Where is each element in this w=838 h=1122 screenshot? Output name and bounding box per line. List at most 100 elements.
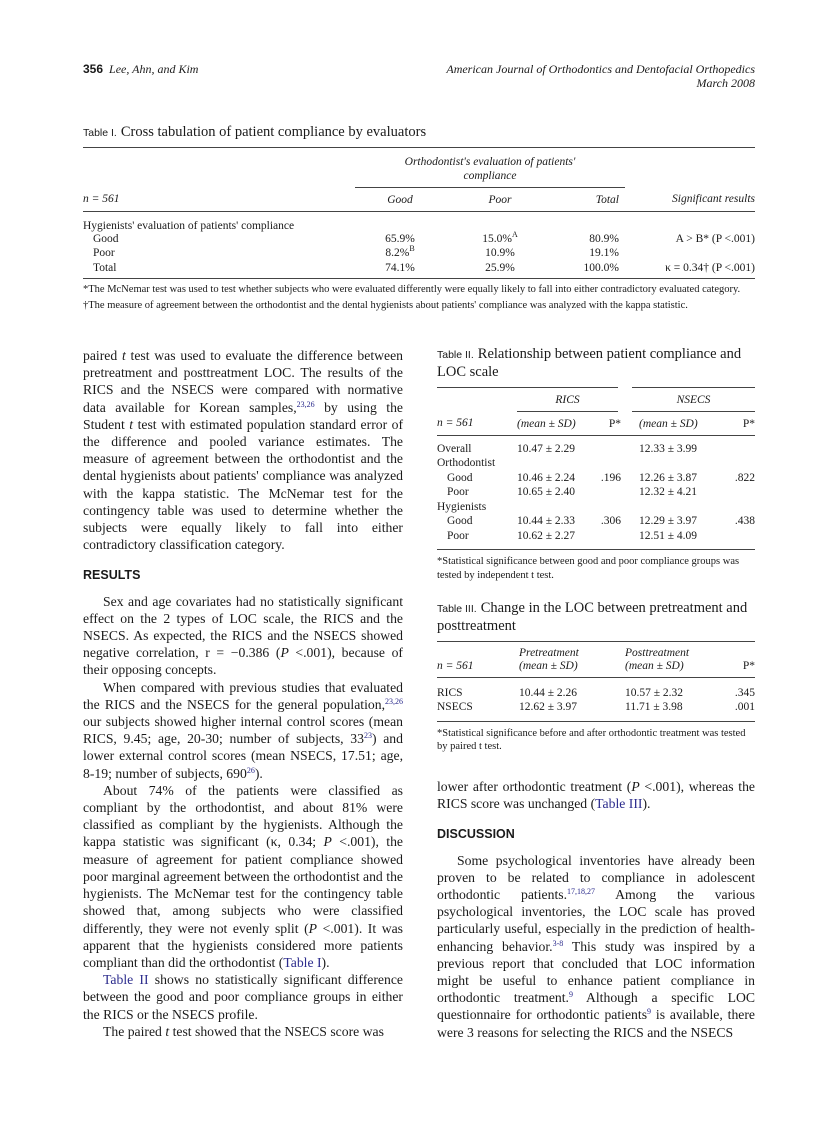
col-header: Pretreatment (519, 646, 579, 659)
issue-date: March 2008 (696, 76, 755, 90)
col-header: P* (742, 659, 755, 672)
cell-rics: 10.65 ± 2.40 (517, 486, 576, 499)
paragraph: Some psychological inventories have alre… (437, 852, 755, 1041)
text-run: Some psychological inventories have alre… (437, 852, 755, 903)
cell-p (725, 485, 755, 500)
col-header: Good (387, 193, 413, 206)
table-title-text: Change in the LOC between pretreatment a… (437, 600, 748, 634)
citation-link[interactable]: 23,26 (296, 399, 315, 409)
right-column-text: lower after orthodontic treatment (P <.0… (437, 778, 755, 1041)
row-label: Poor (447, 529, 469, 542)
cell-good: 65.9% (355, 232, 445, 247)
col-header: (mean ± SD) (517, 417, 576, 430)
paragraph: About 74% of the patients were classifie… (83, 782, 403, 971)
table-reference-link[interactable]: Table III (595, 796, 643, 812)
table-row: NSECS 12.62 ± 3.97 11.71 ± 3.98 .001 (437, 700, 755, 715)
cell-rics: 10.47 ± 2.29 (517, 442, 576, 455)
cell-p: .001 (734, 701, 755, 714)
text-run: <.001), because of their opposing concep… (83, 645, 403, 678)
table-label: Table II. (437, 349, 474, 361)
cell-rics (517, 500, 595, 515)
row-label: Good (447, 515, 473, 528)
text-run: Among the various psychological inventor… (437, 887, 755, 954)
table-label: Table I. (83, 127, 117, 139)
table-2-title: Table II. Relationship between patient co… (437, 346, 755, 381)
text-run: Sex and age covariates had no statistica… (83, 593, 403, 661)
table-3-grid: n = 561 Pretreatment (mean ± SD) Posttrea… (437, 641, 755, 721)
cell-p: .822 (734, 471, 755, 484)
table-title-text: Cross tabulation of patient compliance b… (120, 124, 427, 140)
cell-rics: 10.62 ± 2.27 (517, 529, 576, 542)
table-reference-link[interactable]: Table II (103, 972, 149, 988)
cell-p (595, 529, 625, 544)
text-run: lower after orthodontic treatment ( (437, 779, 632, 794)
cell-significance (625, 246, 755, 261)
col-header: (mean ± SD) (639, 417, 698, 430)
citation-link[interactable]: 17,18,27 (567, 887, 595, 897)
cell-good: 8.2%B (355, 245, 445, 261)
italic-symbol: t (165, 1023, 170, 1039)
text-run: The paired (103, 1023, 166, 1039)
table-row: Poor 10.65 ± 2.40 12.32 ± 4.21 (437, 485, 755, 500)
cell-p: .438 (734, 515, 755, 528)
footnote: †The measure of agreement between the or… (83, 299, 688, 311)
cell-nsecs: 12.51 ± 4.09 (639, 529, 698, 542)
italic-symbol: P (631, 779, 640, 794)
cell-pre: 12.62 ± 3.97 (519, 701, 578, 714)
section-heading: RESULTS (83, 568, 141, 583)
cell-poor: 10.9% (445, 246, 555, 261)
page-number: 356 (83, 62, 104, 76)
table-label: Table III. (437, 603, 477, 615)
citation-link[interactable]: 9 (568, 990, 573, 1000)
citation-link[interactable]: 26 (246, 765, 255, 775)
italic-symbol: P (280, 645, 289, 661)
citation-link[interactable]: 23 (363, 731, 372, 741)
cell-total: 100.0% (583, 261, 619, 274)
cell-p (725, 442, 755, 457)
cell-nsecs: 12.29 ± 3.97 (639, 515, 698, 528)
text-run: <.001), the measure of agreement for pat… (83, 834, 403, 936)
cell-value: 15.0% (482, 232, 512, 245)
text-run: shows no statistically significant diffe… (83, 972, 403, 1022)
running-header-left: 356 Lee, Ahn, and Kim (83, 62, 198, 77)
table-1-footnotes: *The McNemar test was used to test wheth… (83, 278, 755, 312)
table-reference-link[interactable]: Table I (283, 954, 322, 970)
citation-link[interactable]: 3-8 (552, 938, 564, 948)
italic-symbol: P (308, 920, 318, 936)
row-label: Poor (447, 486, 469, 499)
cell-rics (517, 456, 595, 471)
row-label: RICS (437, 686, 463, 699)
cell-total: 19.1% (589, 247, 619, 260)
cell-pre: 10.44 ± 2.26 (519, 686, 578, 699)
col-header: (mean ± SD) (519, 659, 578, 672)
citation-link[interactable]: 9 (647, 1007, 652, 1017)
cell-p: .196 (600, 471, 621, 484)
table-3-footnote: *Statistical significance before and aft… (437, 720, 755, 754)
group-header: Orthodontist's evaluation of patients' c… (404, 156, 576, 182)
text-run: When compared with previous studies that… (83, 679, 403, 712)
paragraph: paired t test was used to evaluate the d… (83, 347, 403, 553)
text-run: This study was inspired by a previous re… (437, 938, 755, 1006)
text-run: <.001), whereas the RICS score was uncha… (437, 779, 755, 812)
journal-name: American Journal of Orthodontics and Den… (446, 62, 755, 76)
row-label: Good (447, 471, 473, 484)
row-section: Hygienists' evaluation of patients' comp… (83, 219, 295, 232)
table-row: Poor 10.62 ± 2.27 12.51 ± 4.09 (437, 529, 755, 544)
table-1: Table I. Cross tabulation of patient comp… (83, 124, 755, 312)
citation-link[interactable]: 23,26 (385, 696, 403, 706)
text-run: is available, there were 3 reasons for s… (437, 1007, 755, 1040)
cell-nsecs (625, 500, 725, 515)
paragraph: When compared with previous studies that… (83, 679, 403, 782)
cell-p: .306 (600, 515, 621, 528)
running-header-right: American Journal of Orthodontics and Den… (446, 62, 755, 90)
text-run: by using the Student (83, 399, 403, 432)
text-run: test was used to evaluate the difference… (83, 348, 404, 415)
cell-nsecs: 12.33 ± 3.99 (639, 442, 698, 455)
cell-p (595, 442, 625, 457)
paragraph: lower after orthodontic treatment (P <.0… (437, 778, 755, 812)
row-label: Total (93, 261, 117, 274)
footnote: *The McNemar test was used to test wheth… (83, 284, 741, 295)
text-run: ). (254, 765, 263, 781)
table-2: Table II. Relationship between patient co… (437, 346, 755, 582)
cell-p (725, 456, 755, 471)
